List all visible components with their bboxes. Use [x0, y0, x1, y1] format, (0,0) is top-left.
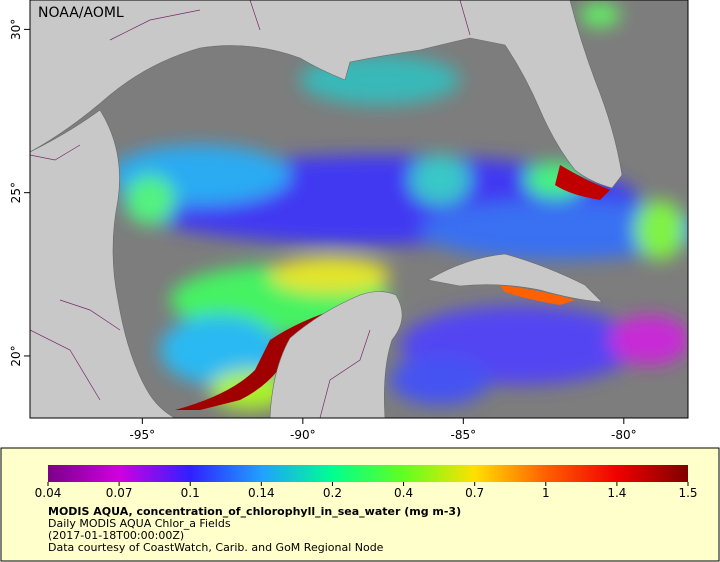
x-tick-label: -95°	[130, 428, 156, 442]
x-tick-label: -80°	[611, 428, 637, 442]
watermark: NOAA/AOML	[38, 5, 124, 21]
colorbar-label: 1.5	[678, 486, 697, 500]
caption-line: (2017-01-18T00:00:00Z)	[48, 529, 184, 542]
map-frame	[29, 0, 689, 419]
colorbar-label: 0.14	[248, 486, 275, 500]
y-tick-label: 25°	[9, 182, 23, 203]
colorbar-label: 1	[542, 486, 550, 500]
colorbar-label: 0.07	[106, 486, 133, 500]
y-tick-label: 20°	[9, 345, 23, 366]
caption-title: MODIS AQUA, concentration_of_chlorophyll…	[48, 505, 461, 518]
colorbar-label: 0.2	[323, 486, 342, 500]
borders	[30, 0, 471, 418]
land	[30, 0, 688, 418]
colorbar	[48, 465, 688, 482]
x-tick-label: -85°	[451, 428, 477, 442]
colorbar-label: 0.7	[465, 486, 484, 500]
colorbar-label: 1.4	[607, 486, 626, 500]
map-area: NOAA/AOML	[30, 0, 688, 418]
colorbar-label: 0.1	[181, 486, 200, 500]
colorbar-label: 0.04	[35, 486, 62, 500]
x-tick-label: -90°	[290, 428, 316, 442]
y-tick-label: 30°	[9, 19, 23, 40]
caption-line: Daily MODIS AQUA Chlor_a Fields	[48, 517, 231, 530]
caption-line: Data courtesy of CoastWatch, Carib. and …	[48, 541, 384, 554]
colorbar-label: 0.4	[394, 486, 413, 500]
